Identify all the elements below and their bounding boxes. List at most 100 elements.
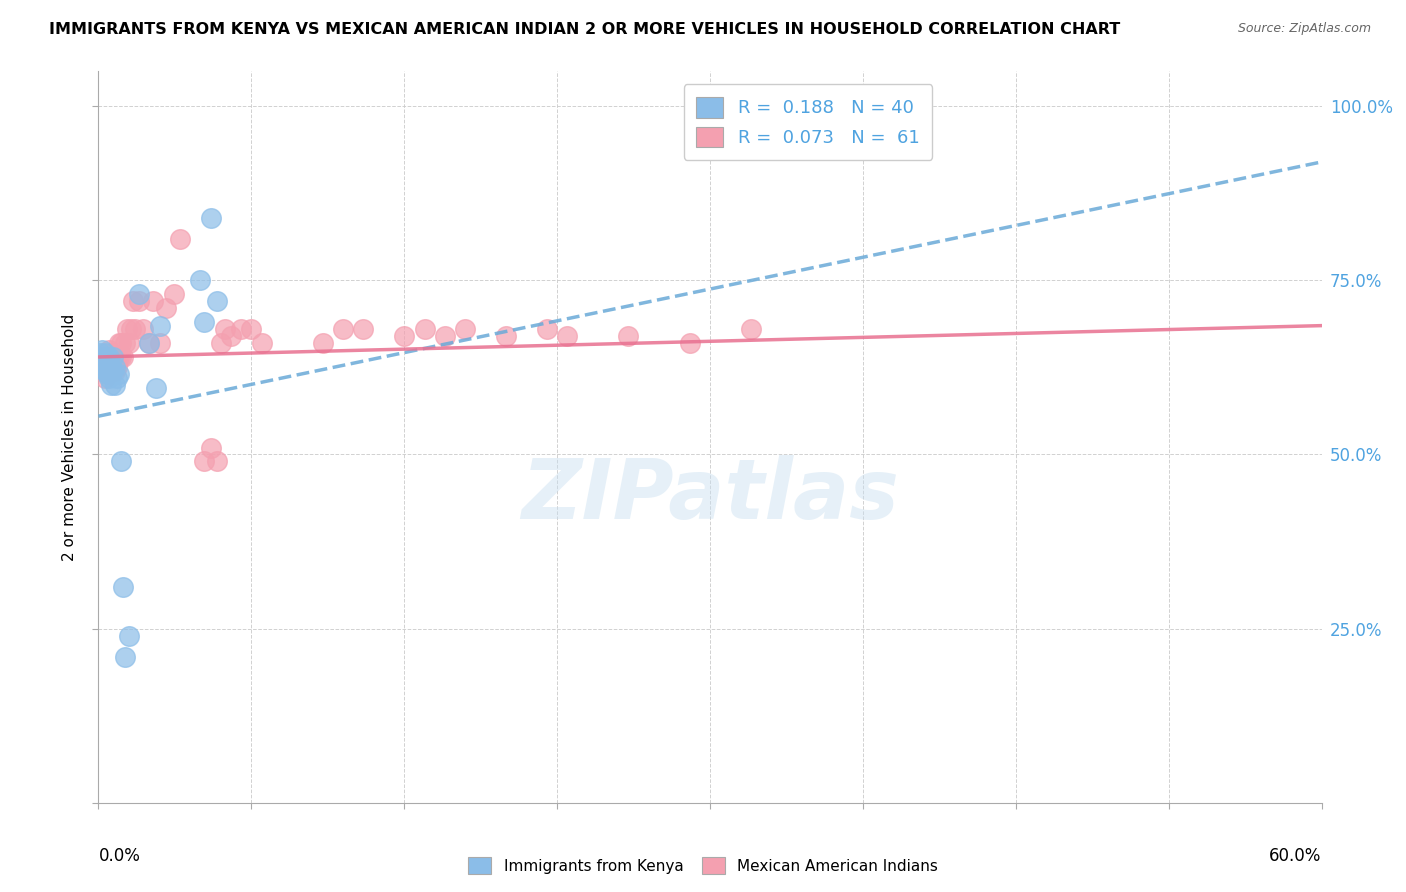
- Point: [97, 360, 120, 375]
- Point: [89, 346, 111, 360]
- Point: [104, 360, 127, 375]
- Point: [209, 336, 232, 351]
- Point: [214, 322, 236, 336]
- Point: [97, 368, 120, 382]
- Point: [97, 350, 120, 364]
- Point: [91, 350, 114, 364]
- Text: 0.0%: 0.0%: [98, 847, 141, 864]
- Point: [100, 360, 122, 375]
- Point: [138, 336, 160, 351]
- Point: [128, 287, 150, 301]
- Point: [108, 368, 131, 382]
- Point: [110, 336, 132, 351]
- Point: [155, 301, 177, 316]
- Legend: Immigrants from Kenya, Mexican American Indians: Immigrants from Kenya, Mexican American …: [463, 851, 943, 880]
- Point: [89, 350, 111, 364]
- Point: [93, 364, 115, 378]
- Text: Source: ZipAtlas.com: Source: ZipAtlas.com: [1237, 22, 1371, 36]
- Text: ZIPatlas: ZIPatlas: [522, 455, 898, 536]
- Point: [105, 350, 128, 364]
- Point: [740, 322, 762, 336]
- Point: [205, 454, 228, 468]
- Point: [149, 318, 172, 333]
- Point: [332, 322, 354, 336]
- Point: [240, 322, 263, 336]
- Y-axis label: 2 or more Vehicles in Household: 2 or more Vehicles in Household: [62, 313, 77, 561]
- Point: [97, 343, 120, 357]
- Point: [118, 629, 141, 643]
- Point: [188, 273, 212, 287]
- Point: [120, 322, 142, 336]
- Point: [96, 353, 118, 368]
- Point: [97, 350, 120, 364]
- Point: [142, 294, 165, 309]
- Point: [200, 441, 222, 455]
- Point: [105, 360, 128, 375]
- Point: [101, 350, 124, 364]
- Point: [91, 364, 114, 378]
- Point: [96, 364, 118, 378]
- Point: [89, 350, 111, 364]
- Point: [193, 454, 215, 468]
- Point: [231, 322, 253, 336]
- Point: [89, 353, 111, 368]
- Point: [312, 336, 335, 351]
- Point: [96, 364, 118, 378]
- Point: [100, 357, 122, 371]
- Point: [93, 360, 115, 375]
- Point: [104, 350, 127, 364]
- Point: [97, 360, 120, 375]
- Point: [110, 454, 132, 468]
- Point: [679, 336, 702, 351]
- Point: [89, 357, 111, 371]
- Point: [128, 294, 150, 309]
- Point: [413, 322, 436, 336]
- Point: [149, 336, 172, 351]
- Point: [100, 346, 122, 360]
- Point: [555, 329, 579, 343]
- Point: [108, 350, 131, 364]
- Point: [495, 329, 517, 343]
- Point: [145, 381, 167, 395]
- Point: [163, 287, 186, 301]
- Point: [96, 368, 118, 382]
- Point: [97, 371, 120, 385]
- Point: [392, 329, 416, 343]
- Point: [101, 364, 124, 378]
- Text: IMMIGRANTS FROM KENYA VS MEXICAN AMERICAN INDIAN 2 OR MORE VEHICLES IN HOUSEHOLD: IMMIGRANTS FROM KENYA VS MEXICAN AMERICA…: [49, 22, 1121, 37]
- Point: [434, 329, 457, 343]
- Point: [93, 350, 115, 364]
- Point: [115, 322, 138, 336]
- Point: [91, 360, 114, 375]
- Point: [91, 350, 114, 364]
- Point: [193, 315, 215, 329]
- Point: [96, 350, 118, 364]
- Point: [205, 294, 228, 309]
- Point: [104, 364, 127, 378]
- Point: [114, 336, 136, 351]
- Point: [101, 350, 124, 364]
- Point: [93, 360, 115, 375]
- Point: [93, 357, 115, 371]
- Point: [219, 329, 242, 343]
- Point: [93, 371, 115, 385]
- Point: [617, 329, 640, 343]
- Point: [454, 322, 477, 336]
- Point: [124, 322, 146, 336]
- Point: [118, 336, 141, 351]
- Point: [104, 377, 127, 392]
- Point: [93, 346, 115, 360]
- Point: [96, 353, 118, 368]
- Point: [111, 580, 134, 594]
- Point: [111, 350, 134, 364]
- Point: [122, 294, 145, 309]
- Point: [100, 377, 122, 392]
- Point: [91, 343, 114, 357]
- Point: [108, 336, 131, 351]
- Point: [110, 350, 132, 364]
- Point: [138, 336, 160, 351]
- Point: [91, 357, 114, 371]
- Legend: R =  0.188   N = 40, R =  0.073   N =  61: R = 0.188 N = 40, R = 0.073 N = 61: [683, 84, 932, 160]
- Point: [101, 360, 124, 375]
- Point: [250, 336, 273, 351]
